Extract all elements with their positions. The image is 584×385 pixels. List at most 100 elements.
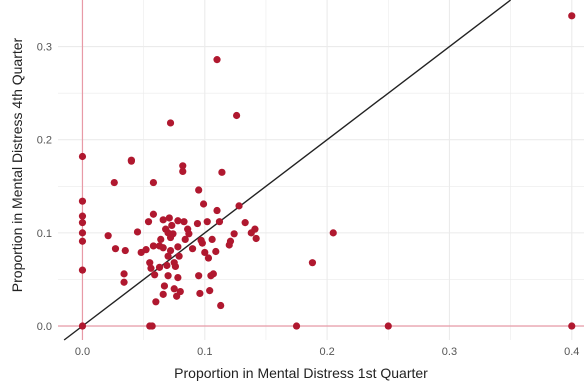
identity-line — [63, 0, 512, 341]
data-point — [174, 273, 182, 282]
data-point — [78, 237, 87, 245]
data-point — [213, 206, 221, 215]
data-point — [230, 230, 238, 238]
data-point — [208, 235, 216, 243]
data-point — [78, 219, 87, 227]
data-point — [78, 152, 87, 161]
data-point — [164, 252, 172, 260]
data-point — [252, 234, 260, 243]
data-point — [198, 239, 206, 247]
data-point — [201, 248, 209, 257]
data-point — [180, 218, 188, 226]
data-point — [196, 289, 204, 298]
data-point — [193, 219, 202, 228]
data-point — [149, 178, 158, 187]
data-point — [308, 259, 317, 267]
data-point — [235, 202, 243, 210]
data-point — [151, 271, 159, 279]
data-point — [163, 261, 171, 270]
data-point — [146, 259, 154, 267]
data-point — [226, 237, 235, 245]
reference-lines — [58, 0, 584, 341]
data-point — [144, 218, 153, 226]
data-point — [218, 168, 226, 176]
data-point — [133, 228, 142, 236]
data-point — [384, 322, 392, 330]
data-point — [152, 298, 160, 306]
data-point — [199, 200, 208, 208]
data-point — [104, 232, 112, 240]
data-point — [174, 243, 182, 251]
data-point — [149, 242, 158, 250]
data-points — [78, 12, 576, 330]
data-point — [142, 246, 150, 254]
data-point — [149, 210, 158, 218]
data-point — [78, 197, 87, 205]
data-point — [206, 287, 214, 295]
data-point — [166, 119, 175, 127]
data-point — [195, 186, 203, 194]
data-point — [217, 301, 225, 310]
data-point — [212, 247, 220, 256]
data-point — [165, 214, 173, 222]
data-point — [159, 244, 167, 252]
data-point — [170, 285, 178, 293]
data-point — [232, 111, 241, 120]
data-point — [168, 221, 176, 230]
data-point — [78, 322, 87, 330]
x-tick-label: 0.3 — [442, 346, 457, 358]
data-point — [147, 264, 155, 272]
data-point — [121, 246, 129, 255]
data-point — [159, 290, 167, 298]
data-point — [195, 272, 203, 280]
data-point — [157, 235, 165, 243]
x-tick-label: 0.1 — [197, 346, 212, 358]
data-point — [110, 178, 118, 187]
x-tick-label: 0.2 — [319, 346, 334, 358]
data-point — [329, 229, 337, 237]
data-point — [175, 252, 183, 260]
data-point — [120, 278, 128, 286]
data-point — [164, 272, 172, 280]
data-point — [169, 230, 177, 238]
data-point — [185, 230, 193, 238]
data-point — [155, 263, 164, 271]
data-point — [204, 254, 213, 262]
tick-labels: 0.0 0.1 0.2 0.3 0.4 0.0 0.1 0.2 0.3 — [37, 42, 580, 358]
data-point — [127, 157, 135, 165]
data-point — [292, 322, 301, 330]
y-tick-label: 0.0 — [37, 321, 52, 333]
y-axis-title: Proportion in Mental Distress 4th Quarte… — [9, 37, 25, 292]
data-point — [78, 212, 87, 220]
data-point — [568, 12, 576, 20]
data-point — [120, 270, 128, 278]
data-point — [241, 219, 249, 227]
data-point — [78, 229, 87, 237]
x-axis-title: Proportion in Mental Distress 1st Quarte… — [174, 365, 428, 381]
data-point — [159, 216, 167, 224]
data-point — [251, 225, 259, 233]
data-point — [179, 167, 187, 175]
data-point — [215, 218, 224, 226]
data-point — [209, 270, 217, 278]
data-point — [568, 322, 576, 330]
data-point — [176, 287, 184, 296]
x-tick-label: 0.0 — [75, 346, 90, 358]
data-point — [179, 162, 187, 170]
y-tick-label: 0.2 — [37, 135, 52, 147]
y-tick-label: 0.1 — [37, 228, 52, 240]
data-point — [160, 282, 169, 290]
data-point — [213, 56, 221, 64]
data-point — [166, 246, 175, 255]
x-tick-label: 0.4 — [564, 346, 579, 358]
data-point — [203, 218, 211, 226]
data-point — [188, 245, 197, 253]
data-point — [171, 262, 180, 271]
data-point — [174, 217, 182, 225]
data-point — [181, 235, 189, 243]
data-point — [148, 322, 156, 330]
y-tick-label: 0.3 — [37, 42, 52, 54]
data-point — [78, 266, 87, 274]
